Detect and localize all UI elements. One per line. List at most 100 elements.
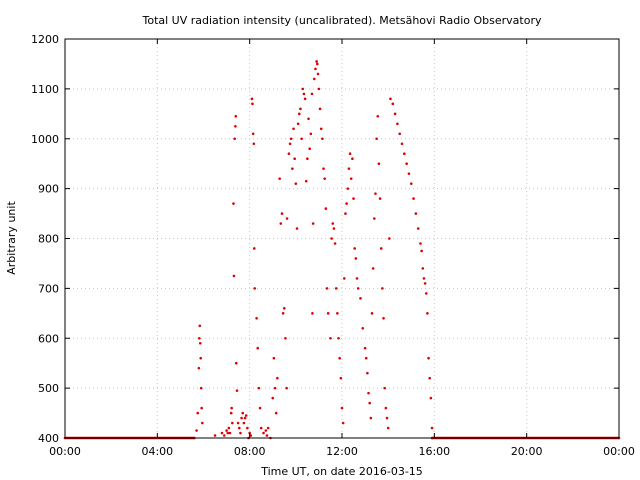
data-point	[241, 411, 245, 415]
data-point	[198, 324, 202, 328]
data-point	[227, 426, 231, 430]
data-point	[307, 117, 310, 121]
data-point	[253, 287, 257, 290]
data-point	[213, 434, 217, 437]
data-point	[266, 426, 270, 430]
data-point	[239, 431, 242, 435]
data-point	[294, 182, 298, 185]
data-point	[308, 147, 311, 151]
y-tick-label: 700	[38, 282, 59, 295]
x-tick-label: 00:00	[49, 445, 81, 458]
data-point	[324, 207, 328, 210]
data-point	[315, 60, 318, 63]
data-point	[257, 386, 261, 390]
data-point	[414, 212, 418, 215]
data-point	[289, 137, 293, 141]
data-point	[426, 312, 429, 315]
data-point	[301, 87, 305, 91]
data-point	[421, 267, 425, 270]
data-point	[273, 386, 277, 390]
data-point	[398, 132, 402, 136]
data-point	[252, 142, 256, 146]
data-point	[228, 431, 232, 435]
data-point	[375, 137, 378, 141]
data-point	[232, 274, 236, 278]
data-point	[199, 386, 203, 390]
data-point	[339, 376, 343, 380]
data-point	[420, 249, 423, 253]
data-point	[364, 356, 368, 360]
data-point	[345, 202, 348, 205]
y-tick-label: 600	[38, 332, 59, 345]
data-point	[381, 287, 384, 290]
data-point	[354, 257, 358, 260]
data-point	[396, 122, 399, 126]
data-point	[314, 67, 317, 71]
data-point	[229, 411, 233, 415]
data-point	[337, 336, 340, 340]
data-point	[271, 396, 275, 400]
data-point	[197, 366, 201, 370]
data-point	[351, 157, 354, 160]
data-point	[300, 137, 303, 141]
x-tick-label: 00:00	[603, 445, 635, 458]
data-point	[220, 431, 224, 435]
y-tick-label: 800	[38, 233, 59, 246]
data-point	[302, 92, 306, 96]
data-point	[321, 137, 324, 141]
data-point	[326, 312, 330, 315]
data-point	[279, 222, 283, 225]
data-point	[366, 371, 369, 375]
data-point	[353, 247, 356, 250]
data-point	[291, 167, 294, 170]
data-point	[276, 376, 279, 380]
data-point	[333, 242, 337, 245]
data-point	[249, 434, 253, 437]
y-tick-label: 500	[38, 382, 59, 395]
data-point	[427, 356, 430, 360]
x-axis: 00:00 04:00 08:00 12:00 16:00 20:00 00:00	[49, 39, 635, 458]
data-point	[256, 346, 260, 350]
data-point	[240, 416, 243, 420]
data-point	[199, 356, 203, 360]
y-tick-label: 400	[38, 432, 59, 445]
data-point	[349, 177, 353, 180]
data-point	[323, 177, 326, 180]
data-point	[355, 277, 359, 280]
data-point	[262, 431, 265, 435]
data-point	[322, 167, 325, 170]
data-point	[200, 406, 203, 410]
data-point	[356, 287, 360, 290]
data-point	[196, 411, 200, 415]
data-point	[225, 429, 228, 432]
data-point	[374, 192, 377, 195]
data-point	[258, 406, 262, 410]
data-point	[393, 112, 397, 116]
data-point	[343, 277, 346, 280]
data-point	[195, 429, 198, 432]
chart-title: Total UV radiation intensity (uncalibrat…	[142, 14, 542, 27]
x-tick-label: 20:00	[511, 445, 543, 458]
data-point	[250, 97, 254, 101]
data-point	[407, 172, 411, 175]
y-tick-label: 900	[38, 183, 59, 196]
data-point	[311, 222, 315, 225]
data-point	[370, 312, 374, 315]
y-tick-label: 1100	[31, 83, 59, 96]
data-point	[234, 115, 238, 118]
data-point	[346, 187, 350, 190]
data-point	[295, 227, 299, 230]
data-point	[352, 197, 355, 200]
data-point	[296, 122, 300, 126]
data-point	[235, 389, 239, 392]
data-point	[429, 396, 433, 400]
data-point	[243, 416, 247, 420]
data-point	[251, 102, 254, 106]
data-point	[361, 326, 365, 330]
data-point	[319, 127, 323, 131]
data-point	[237, 426, 241, 430]
data-point	[309, 132, 313, 136]
data-point	[201, 421, 204, 425]
data-point	[236, 421, 240, 425]
data-point	[234, 361, 238, 365]
